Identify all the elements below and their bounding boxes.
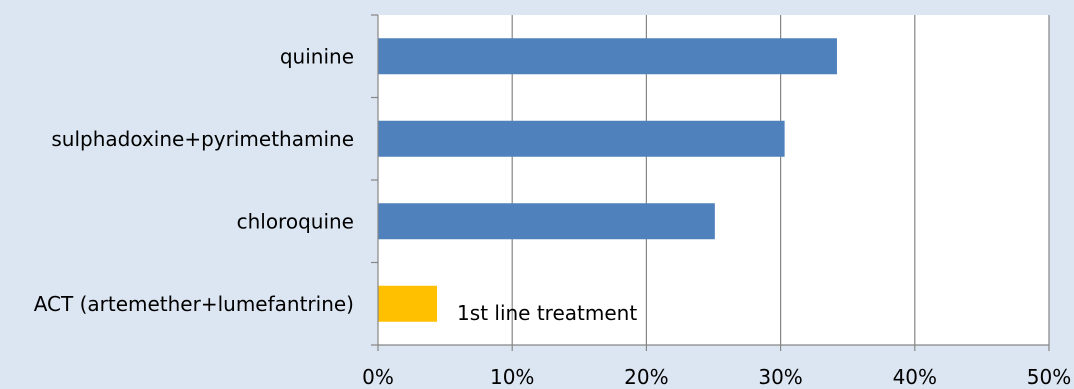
annotation-label: 1st line treatment [457, 301, 637, 325]
bar [378, 203, 715, 240]
x-tick-label: 40% [893, 365, 937, 389]
bar [378, 285, 438, 322]
x-tick-label: 30% [758, 365, 802, 389]
y-category-label: quinine [280, 44, 354, 68]
bar [378, 38, 837, 75]
y-category-label: ACT (artemether+lumefantrine) [34, 292, 354, 316]
bar [378, 120, 785, 157]
labels: 0% 10% 20% 30% 40% 50% quinine sulphadoxine+py… [34, 44, 1072, 389]
y-category-label: chloroquine [237, 209, 354, 233]
x-tick-label: 10% [490, 365, 534, 389]
axes [371, 14, 1050, 351]
y-category-label: sulphadoxine+pyrimethamine [51, 127, 354, 151]
bars [378, 38, 837, 322]
x-tick-label: 20% [624, 365, 668, 389]
x-tick-label: 50% [1027, 365, 1071, 389]
x-tick-label: 0% [362, 365, 394, 389]
